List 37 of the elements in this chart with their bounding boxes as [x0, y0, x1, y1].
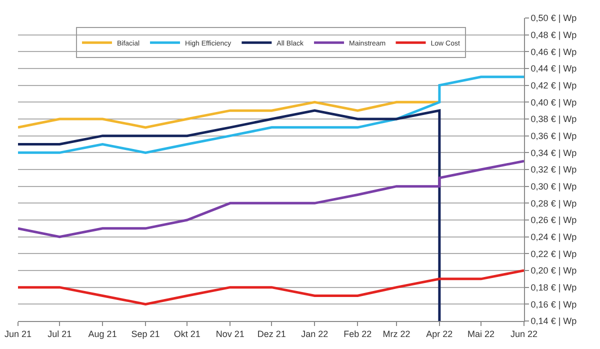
y-tick-label: 0,36 € | Wp	[530, 130, 577, 141]
y-tick-label: 0,44 € | Wp	[530, 64, 577, 74]
line-series	[18, 160, 524, 238]
x-tick-label: Jan 22	[301, 328, 328, 339]
y-tick-label: 0,26 € | Wp	[530, 215, 577, 226]
y-tick-label: 0,22 € | Wp	[530, 248, 577, 259]
x-tick-label: Jul 21	[48, 328, 72, 339]
x-tick-label: Aug 21	[88, 328, 117, 339]
x-tick-label: Apr 22	[426, 328, 453, 339]
y-tick-label: 0,30 € | Wp	[530, 181, 577, 192]
x-tick-label: Dez 21	[257, 328, 286, 339]
y-tick-label: 0,16 € | Wp	[530, 299, 577, 310]
line-series	[18, 269, 524, 306]
line-series	[18, 76, 524, 154]
x-tick-label: Feb 22	[344, 328, 372, 339]
y-tick-label: 0,48 € | Wp	[530, 30, 577, 40]
y-tick-label: 0,42 € | Wp	[530, 80, 577, 90]
x-tick-label: Jun 21	[4, 328, 32, 339]
y-tick-label: 0,32 € | Wp	[530, 164, 577, 175]
x-tick-label: Mrz 22	[382, 328, 410, 339]
x-tick-label: Nov 21	[216, 328, 244, 339]
y-tick-label: 0,50 € | Wp	[530, 13, 577, 24]
y-tick-label: 0,34 € | Wp	[530, 148, 577, 158]
y-tick-label: 0,28 € | Wp	[530, 198, 577, 208]
line-series	[18, 109, 441, 321]
x-tick-label: Mai 22	[468, 328, 495, 339]
y-tick-label: 0,24 € | Wp	[530, 232, 577, 242]
y-tick-label: 0,18 € | Wp	[530, 282, 577, 292]
line-series	[18, 100, 441, 129]
y-tick-label: 0,14 € | Wp	[530, 316, 577, 326]
y-tick-label: 0,38 € | Wp	[530, 114, 577, 124]
x-tick-label: Okt 21	[174, 328, 200, 339]
y-tick-label: 0,46 € | Wp	[530, 46, 577, 57]
x-tick-label: Jun 22	[510, 328, 538, 339]
y-tick-label: 0,40 € | Wp	[530, 97, 577, 108]
y-tick-label: 0,20 € | Wp	[530, 266, 577, 276]
x-tick-label: Sep 21	[131, 328, 160, 339]
